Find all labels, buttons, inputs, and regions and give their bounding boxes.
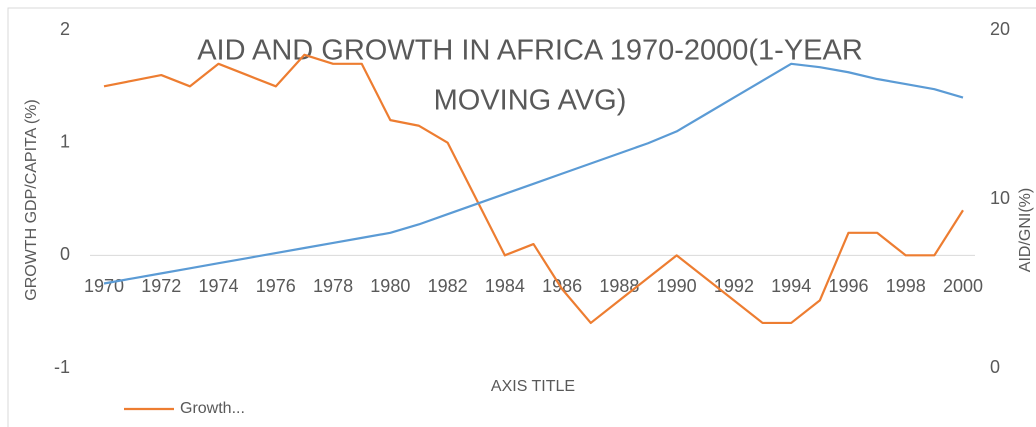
x-tick-label: 1990	[657, 276, 697, 296]
x-tick-label: 1986	[542, 276, 582, 296]
x-tick-label: 1982	[428, 276, 468, 296]
x-tick-label: 1972	[141, 276, 181, 296]
chart-title: MOVING AVG)	[434, 85, 627, 117]
y2-tick-label: 10	[990, 188, 1010, 208]
x-tick-label: 1970	[84, 276, 124, 296]
y-axis-title: GROWTH GDP/CAPITA (%)	[23, 99, 40, 300]
x-tick-label: 1988	[599, 276, 639, 296]
line-series	[103, 62, 964, 285]
y-tick-label: 2	[60, 19, 70, 39]
y2-tick-label: 20	[990, 19, 1010, 39]
chart-title: AID AND GROWTH IN AFRICA 1970-2000(1-YEA…	[197, 35, 863, 67]
x-tick-label: 1980	[370, 276, 410, 296]
x-tick-label: 2000	[943, 276, 983, 296]
x-axis-title: AXIS TITLE	[491, 378, 575, 395]
chart-frame	[7, 7, 1036, 427]
x-tick-label: 1978	[313, 276, 353, 296]
legend-label: Growth...	[180, 400, 245, 417]
y2-tick-label: 0	[990, 357, 1000, 377]
line-series	[103, 53, 964, 325]
x-tick-label: 1994	[771, 276, 811, 296]
x-tick-label: 1996	[828, 276, 868, 296]
x-tick-label: 1992	[714, 276, 754, 296]
x-tick-label: 1984	[485, 276, 525, 296]
y-tick-label: 0	[60, 244, 70, 264]
x-tick-label: 1998	[886, 276, 926, 296]
y-tick-label: 1	[60, 131, 70, 151]
y-tick-label: -1	[54, 357, 70, 377]
x-tick-label: 1976	[256, 276, 296, 296]
x-tick-label: 1974	[199, 276, 239, 296]
y2-axis-title: AID/GNI(%)	[1017, 188, 1034, 272]
